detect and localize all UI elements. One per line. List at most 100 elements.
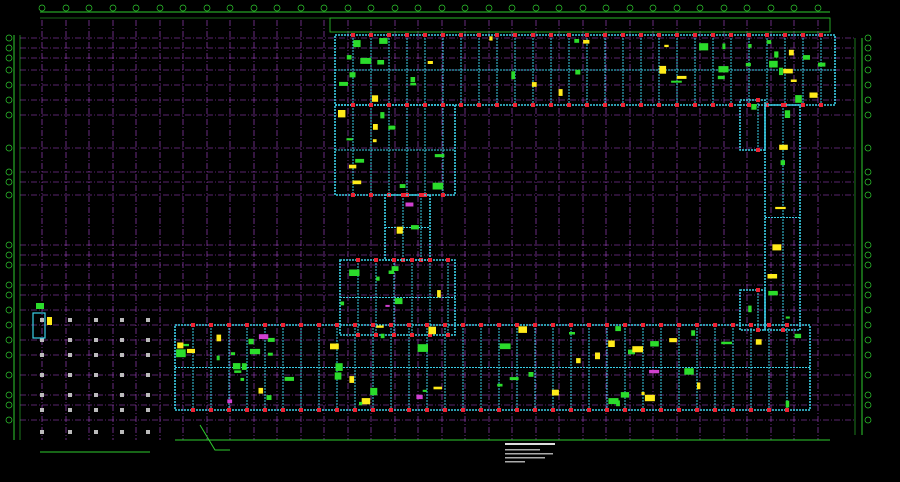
axis-bubble xyxy=(156,4,164,12)
rebar-label xyxy=(334,372,342,380)
notes xyxy=(199,424,555,463)
rebar-label xyxy=(803,55,810,60)
column xyxy=(711,103,715,107)
rebar-label xyxy=(396,226,403,234)
axis-grid xyxy=(5,4,872,440)
column xyxy=(587,323,591,327)
column xyxy=(587,408,591,412)
axis-bubble xyxy=(5,401,13,409)
column xyxy=(227,323,231,327)
column xyxy=(657,33,661,37)
axis-bubble xyxy=(864,168,872,176)
rebar-label xyxy=(241,363,247,370)
rebar-label xyxy=(376,276,380,281)
rebar-label xyxy=(380,112,385,119)
axis-bubble xyxy=(790,4,798,12)
column xyxy=(749,323,753,327)
column xyxy=(729,103,733,107)
column xyxy=(245,323,249,327)
axis-bubble xyxy=(767,4,775,12)
column xyxy=(335,408,339,412)
column xyxy=(94,393,98,397)
column xyxy=(392,333,396,337)
wall-outline xyxy=(32,312,46,339)
rebar-label xyxy=(434,154,445,158)
column xyxy=(40,338,44,342)
column xyxy=(281,323,285,327)
axis-bubble xyxy=(297,4,305,12)
column xyxy=(756,328,760,332)
rebar-label xyxy=(399,184,406,188)
column xyxy=(677,408,681,412)
axis-bubble xyxy=(743,4,751,12)
rebar-label xyxy=(380,333,385,339)
column xyxy=(40,393,44,397)
rebar-label xyxy=(783,68,793,74)
column xyxy=(94,318,98,322)
column xyxy=(428,333,432,337)
axis-bubble xyxy=(5,44,13,52)
column xyxy=(120,318,124,322)
column xyxy=(446,258,450,262)
column xyxy=(405,103,409,107)
column xyxy=(756,288,760,292)
column xyxy=(405,33,409,37)
column xyxy=(459,103,463,107)
axis-bubble xyxy=(864,261,872,269)
column xyxy=(781,328,785,332)
dimension-frame xyxy=(13,11,863,453)
rebar-label xyxy=(676,75,687,79)
rebar-label xyxy=(748,305,752,313)
column xyxy=(146,353,150,357)
column xyxy=(351,33,355,37)
top-dimension-box xyxy=(329,17,831,33)
rebar-label xyxy=(569,332,575,335)
column xyxy=(40,430,44,434)
column xyxy=(551,408,555,412)
rebar-label xyxy=(790,79,797,82)
column xyxy=(603,33,607,37)
axis-bubble xyxy=(391,4,399,12)
axis-bubble xyxy=(38,4,46,12)
axis-bubble xyxy=(5,144,13,152)
rebar-label xyxy=(388,125,396,130)
axis-bubble xyxy=(461,4,469,12)
rebar-label xyxy=(489,36,493,41)
rebar-label xyxy=(745,62,751,67)
column xyxy=(461,323,465,327)
rebar-label xyxy=(47,317,52,325)
column xyxy=(551,323,555,327)
rebar-label xyxy=(809,92,818,98)
column xyxy=(569,323,573,327)
column xyxy=(477,103,481,107)
column xyxy=(785,408,789,412)
north-arrow xyxy=(199,424,230,451)
column xyxy=(120,353,124,357)
column xyxy=(401,193,405,197)
column xyxy=(263,408,267,412)
column xyxy=(40,373,44,377)
axis-bubble xyxy=(5,251,13,259)
column xyxy=(369,193,373,197)
rebar-label xyxy=(615,326,621,332)
rebar-label xyxy=(691,330,696,336)
column xyxy=(120,338,124,342)
column xyxy=(68,353,72,357)
column xyxy=(567,33,571,37)
rebar-label xyxy=(405,202,414,207)
rebar-label xyxy=(248,338,254,345)
axis-bubble xyxy=(109,4,117,12)
rebar-label xyxy=(410,77,416,83)
column xyxy=(356,333,360,337)
rebar-label xyxy=(349,72,356,78)
axis-bubble xyxy=(5,321,13,329)
column xyxy=(513,103,517,107)
rebar-label xyxy=(649,369,660,374)
column xyxy=(94,430,98,434)
rebar-label xyxy=(183,343,189,347)
column xyxy=(749,408,753,412)
rebar-label xyxy=(433,386,442,390)
axis-bubble xyxy=(5,81,13,89)
